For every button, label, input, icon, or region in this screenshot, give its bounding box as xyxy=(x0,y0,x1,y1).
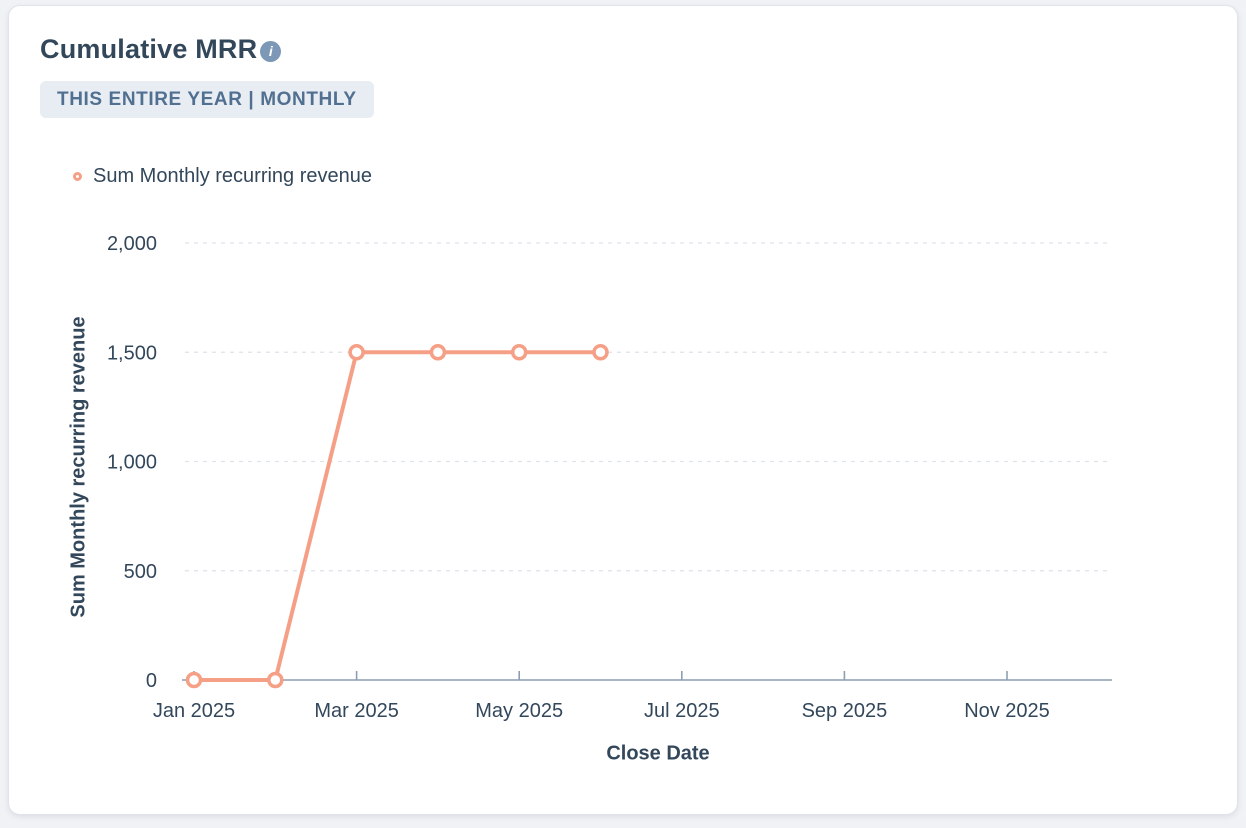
x-tick-label: Mar 2025 xyxy=(314,700,399,722)
data-point-marker[interactable] xyxy=(267,671,284,689)
series-line xyxy=(192,350,603,682)
info-icon[interactable]: i xyxy=(260,40,282,62)
legend-marker-icon xyxy=(73,172,82,181)
data-point-marker[interactable] xyxy=(185,671,203,689)
x-tick-label: Jan 2025 xyxy=(153,700,235,722)
x-tick-label: Jul 2025 xyxy=(644,700,720,722)
data-point-marker[interactable] xyxy=(348,344,365,361)
x-tick-label: Nov 2025 xyxy=(964,700,1050,722)
y-tick-label: 2,000 xyxy=(107,233,157,255)
data-point-marker[interactable] xyxy=(592,344,609,361)
y-tick-label: 1,000 xyxy=(107,452,157,474)
x-tick-label: Sep 2025 xyxy=(802,700,888,722)
y-tick-label: 500 xyxy=(124,561,157,583)
filter-badge: THIS ENTIRE YEAR | MONTHLY xyxy=(40,81,374,118)
x-axis-title: Close Date xyxy=(606,742,710,765)
report-title[interactable]: Cumulative MRR xyxy=(40,34,258,64)
y-tick-label: 0 xyxy=(146,670,157,692)
legend-item[interactable]: Sum Monthly recurring revenue xyxy=(73,165,372,188)
report-header: Cumulative MRR i xyxy=(40,34,282,65)
legend-label: Sum Monthly recurring revenue xyxy=(93,165,373,187)
data-point-marker[interactable] xyxy=(429,344,447,361)
y-tick-label: 1,500 xyxy=(107,342,157,364)
data-point-marker[interactable] xyxy=(510,344,528,361)
x-tick-label: May 2025 xyxy=(475,700,563,722)
